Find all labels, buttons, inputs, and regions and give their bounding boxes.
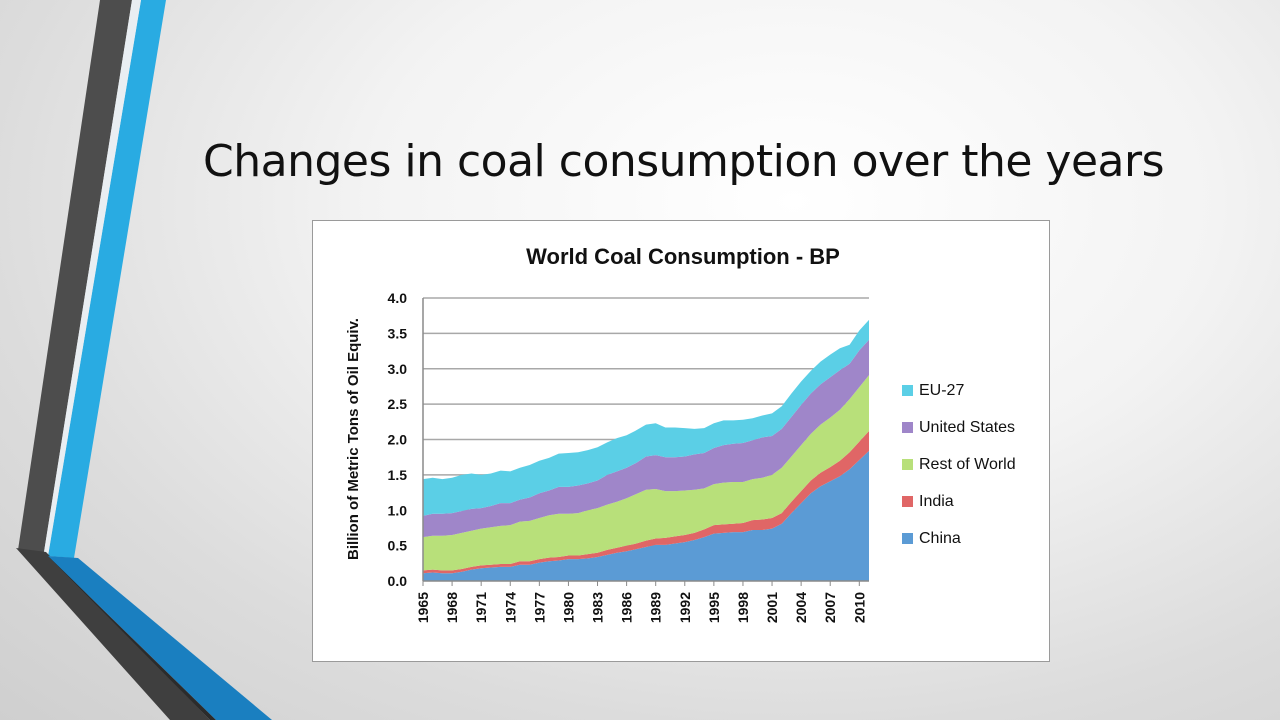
y-tick-label: 0.0	[388, 573, 408, 589]
y-tick-label: 4.0	[388, 290, 408, 306]
slide-title: Changes in coal consumption over the yea…	[203, 136, 1165, 187]
decor-lower-dark-band	[16, 548, 210, 720]
decor-dark-stripe	[18, 0, 132, 552]
legend-swatch-china	[902, 533, 913, 544]
legend-swatch-india	[902, 496, 913, 507]
chart-panel: World Coal Consumption - BP 0.0 0.5 1.0 1.5…	[312, 220, 1050, 662]
chart-title: World Coal Consumption - BP	[526, 244, 840, 269]
y-tick-label: 2.0	[388, 432, 408, 448]
area-rest-of-world	[423, 375, 869, 571]
area-united-states	[423, 339, 869, 538]
x-tick-label: 1974	[502, 592, 518, 623]
decor-white-stripe	[44, 0, 141, 556]
x-tick-label: 1968	[444, 592, 460, 623]
y-tick-label: 3.5	[388, 325, 408, 341]
coal-consumption-chart: World Coal Consumption - BP 0.0 0.5 1.0 1.5…	[345, 244, 1016, 623]
legend-label-rest-of-world: Rest of World	[919, 456, 1016, 473]
legend-label-india: India	[919, 493, 954, 510]
legend: EU-27 United States Rest of World India Chin…	[902, 382, 1016, 547]
y-tick-label: 2.5	[388, 396, 408, 412]
x-tick-label: 1983	[590, 592, 606, 623]
legend-swatch-united-states	[902, 422, 913, 433]
x-tick-label: 2001	[764, 592, 780, 623]
x-tick-label: 1986	[619, 592, 635, 623]
x-tick-labels: 1965 1968 1971 1974 1977 1980 1983 1986 1989 1992…	[415, 592, 867, 623]
y-tick-label: 3.0	[388, 361, 408, 377]
legend-swatch-rest-of-world	[902, 459, 913, 470]
x-tick-label: 1989	[648, 592, 664, 623]
y-tick-labels: 0.0 0.5 1.0 1.5 2.0 2.5 3.0 3.5 4.0	[388, 290, 408, 589]
x-tick-label: 1998	[735, 592, 751, 623]
x-tick-label: 1992	[677, 592, 693, 623]
legend-label-eu-27: EU-27	[919, 382, 964, 399]
y-axis-label: Billion of Metric Tons of Oil Equiv.	[345, 318, 362, 560]
x-tick-label: 1977	[531, 592, 547, 623]
legend-swatch-eu-27	[902, 385, 913, 396]
axes	[422, 298, 869, 586]
area-china	[423, 450, 869, 581]
y-tick-label: 1.0	[388, 502, 408, 518]
decor-lower-blue-band	[48, 556, 272, 720]
x-tick-label: 1980	[560, 592, 576, 623]
stacked-areas	[423, 319, 869, 581]
y-tick-label: 1.5	[388, 467, 408, 483]
x-tick-label: 2004	[793, 592, 809, 623]
decor-blue-stripe	[48, 0, 166, 558]
legend-label-united-states: United States	[919, 419, 1015, 436]
x-tick-label: 1995	[706, 592, 722, 623]
legend-label-china: China	[919, 530, 961, 547]
x-tick-label: 2010	[851, 592, 867, 623]
x-tick-label: 2007	[822, 592, 838, 623]
x-tick-label: 1965	[415, 592, 431, 623]
area-eu-27	[423, 319, 869, 516]
area-india	[423, 431, 869, 574]
y-tick-label: 0.5	[388, 538, 408, 554]
x-tick-label: 1971	[473, 592, 489, 623]
